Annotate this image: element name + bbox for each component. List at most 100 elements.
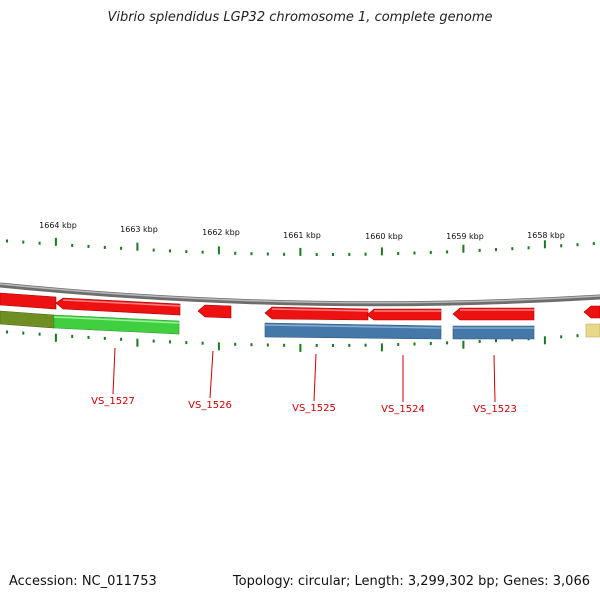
major-tick (136, 338, 139, 347)
minor-tick (592, 242, 595, 246)
chromosome-backbone (0, 282, 600, 307)
minor-tick (250, 343, 253, 347)
minor-tick (22, 331, 25, 335)
leader-line (209, 350, 214, 399)
minor-tick (103, 245, 106, 249)
major-tick (380, 247, 383, 256)
minor-tick (250, 252, 253, 256)
gene-feature[interactable] (583, 305, 600, 319)
minor-tick (71, 334, 74, 338)
minor-tick (413, 251, 416, 255)
cds-feature[interactable] (0, 310, 55, 329)
minor-tick (283, 252, 286, 256)
minor-tick (87, 244, 90, 248)
minor-tick (169, 249, 171, 253)
gene-label[interactable]: VS_1526 (188, 400, 232, 411)
minor-tick (527, 246, 530, 250)
gene-label[interactable]: VS_1523 (473, 404, 517, 415)
cds-highlight (53, 316, 180, 324)
minor-tick (185, 250, 188, 254)
kbp-label: 1660 kbp (365, 232, 403, 241)
minor-tick (429, 342, 432, 345)
minor-tick (120, 246, 123, 250)
minor-tick (364, 252, 367, 256)
gene-highlight (62, 299, 181, 307)
major-tick (543, 336, 546, 345)
map-title: Vibrio splendidus LGP32 chromosome 1, co… (107, 10, 493, 25)
minor-tick (38, 332, 41, 336)
gene-feature[interactable] (55, 297, 181, 316)
gene-label[interactable]: VS_1525 (292, 403, 336, 414)
major-tick (54, 237, 57, 246)
minor-tick (6, 330, 8, 334)
major-tick (136, 242, 139, 251)
gene-label[interactable]: VS_1527 (91, 396, 135, 407)
gene-feature[interactable] (452, 307, 535, 321)
gene-labels: VS_1527 VS_1526 VS_1525 VS_1524 VS_1523 (91, 396, 517, 415)
minor-tick (283, 343, 286, 347)
minor-tick (511, 338, 514, 342)
kbp-label: 1662 kbp (202, 228, 240, 237)
minor-tick (429, 251, 432, 254)
minor-tick (266, 343, 269, 347)
minor-tick (152, 248, 155, 252)
minor-tick (22, 240, 25, 244)
major-tick (462, 340, 465, 349)
major-tick (380, 343, 383, 352)
kbp-label: 1661 kbp (283, 231, 321, 240)
minor-tick (348, 252, 351, 256)
cds-highlight (264, 324, 442, 329)
leader-line (313, 353, 317, 402)
gene-highlight (271, 308, 369, 312)
minor-tick (478, 339, 481, 343)
minor-tick (332, 253, 334, 256)
gene-feature[interactable] (0, 292, 57, 310)
minor-tick (234, 251, 237, 255)
cds-feature[interactable] (53, 314, 180, 335)
minor-tick (397, 252, 400, 255)
gene-track-genes (0, 292, 600, 321)
minor-tick (120, 337, 123, 341)
minor-tick (413, 342, 416, 346)
minor-tick (201, 250, 204, 254)
minor-tick (315, 344, 318, 347)
minor-tick (201, 341, 204, 345)
minor-tick (397, 343, 400, 346)
minor-tick (152, 339, 155, 343)
minor-tick (71, 243, 74, 247)
accession-text: Accession: NC_011753 (9, 574, 157, 589)
major-tick (54, 333, 57, 342)
gene-label[interactable]: VS_1524 (381, 404, 425, 415)
label-leaders (112, 347, 496, 403)
cds-feature[interactable] (585, 323, 600, 338)
minor-tick (576, 334, 579, 338)
minor-tick (348, 343, 351, 347)
gene-feature[interactable] (197, 304, 232, 319)
cds-feature[interactable] (452, 325, 535, 340)
minor-tick (6, 239, 8, 243)
minor-tick (315, 253, 318, 256)
minor-tick (560, 335, 563, 339)
kbp-label: 1663 kbp (120, 225, 158, 234)
kbp-label: 1658 kbp (527, 231, 565, 240)
minor-tick (266, 252, 269, 256)
major-tick (217, 342, 220, 351)
minor-tick (87, 335, 90, 339)
major-tick (299, 247, 302, 256)
kbp-label: 1659 kbp (446, 232, 484, 241)
minor-tick (364, 343, 367, 347)
minor-tick (560, 244, 563, 248)
minor-tick (478, 248, 481, 252)
minor-tick (185, 341, 188, 345)
major-tick (217, 246, 220, 255)
minor-tick (169, 340, 171, 344)
scale-labels: 1664 kbp 1663 kbp 1662 kbp 1661 kbp 1660… (39, 221, 565, 241)
cds-track (0, 310, 600, 340)
minor-tick (495, 248, 497, 252)
major-tick (543, 240, 546, 249)
major-tick (462, 244, 465, 253)
kbp-label: 1664 kbp (39, 221, 77, 230)
major-tick (299, 343, 302, 352)
minor-tick (38, 241, 41, 245)
